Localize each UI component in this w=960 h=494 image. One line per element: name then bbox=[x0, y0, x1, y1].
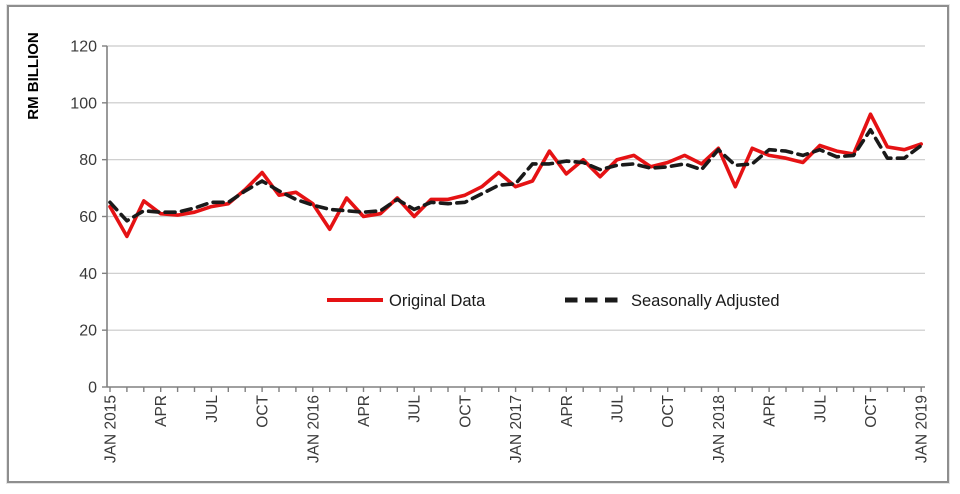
svg-text:APR: APR bbox=[153, 395, 170, 427]
svg-text:JUL: JUL bbox=[204, 395, 221, 423]
y-axis-title: RM BILLION bbox=[25, 32, 42, 120]
y-gridlines bbox=[107, 45, 925, 331]
svg-text:JUL: JUL bbox=[407, 395, 424, 423]
svg-text:OCT: OCT bbox=[255, 394, 272, 427]
series-adjusted bbox=[108, 128, 924, 223]
svg-text:20: 20 bbox=[79, 323, 97, 340]
legend: Original Data Seasonally Adjusted bbox=[327, 292, 780, 310]
svg-text:APR: APR bbox=[356, 395, 373, 427]
y-tick-labels: 0 20 40 60 80 100 120 bbox=[70, 39, 97, 397]
svg-text:100: 100 bbox=[70, 95, 97, 112]
legend-adjusted-label: Seasonally Adjusted bbox=[631, 292, 780, 310]
svg-text:60: 60 bbox=[79, 209, 97, 226]
chart-frame bbox=[7, 5, 949, 483]
svg-text:OCT: OCT bbox=[660, 394, 677, 427]
svg-text:APR: APR bbox=[559, 395, 576, 427]
svg-text:OCT: OCT bbox=[457, 394, 474, 427]
svg-text:APR: APR bbox=[762, 395, 779, 427]
svg-text:0: 0 bbox=[88, 380, 97, 397]
tick-marks bbox=[102, 45, 922, 392]
svg-text:40: 40 bbox=[79, 266, 97, 283]
svg-text:JUL: JUL bbox=[610, 395, 627, 423]
svg-text:JAN 2019: JAN 2019 bbox=[914, 395, 931, 463]
svg-text:80: 80 bbox=[79, 152, 97, 169]
svg-text:OCT: OCT bbox=[863, 394, 880, 427]
series-original bbox=[108, 112, 924, 239]
svg-text:JUL: JUL bbox=[812, 395, 829, 423]
svg-text:RM BILLION: RM BILLION bbox=[25, 32, 42, 120]
svg-text:JAN 2017: JAN 2017 bbox=[508, 395, 525, 463]
svg-text:JAN 2016: JAN 2016 bbox=[305, 395, 322, 463]
legend-original-label: Original Data bbox=[389, 292, 486, 310]
svg-text:JAN 2015: JAN 2015 bbox=[103, 395, 120, 463]
svg-text:120: 120 bbox=[70, 39, 97, 56]
x-tick-labels: JAN 2015 APR JUL OCT JAN 2016 APR JUL OCT JAN 20… bbox=[103, 394, 931, 463]
svg-text:JAN 2018: JAN 2018 bbox=[711, 395, 728, 463]
